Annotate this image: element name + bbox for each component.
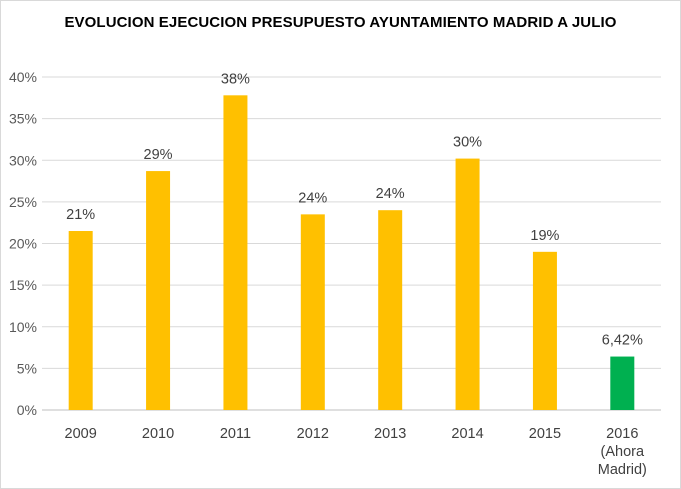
x-tick-label: 2009 xyxy=(65,426,97,442)
data-label: 30% xyxy=(453,135,482,151)
data-label: 21% xyxy=(66,207,95,223)
y-tick-label: 10% xyxy=(9,319,37,335)
x-tick-label: Madrid) xyxy=(598,462,647,478)
x-tick-label: 2015 xyxy=(529,426,561,442)
y-tick-label: 15% xyxy=(9,277,37,293)
data-label: 24% xyxy=(376,186,405,202)
x-tick-label: 2016 xyxy=(606,426,638,442)
y-tick-label: 35% xyxy=(9,111,37,127)
data-label: 24% xyxy=(298,190,327,206)
x-tick-label: (Ahora xyxy=(601,444,645,460)
data-label: 38% xyxy=(221,71,250,87)
y-tick-label: 0% xyxy=(17,402,37,418)
bar xyxy=(223,95,248,410)
data-label: 29% xyxy=(144,147,173,163)
bar xyxy=(68,231,93,410)
x-tick-label: 2011 xyxy=(220,426,251,442)
bar xyxy=(455,158,480,410)
bar xyxy=(378,210,403,410)
y-tick-label: 20% xyxy=(9,236,37,252)
y-tick-label: 30% xyxy=(9,152,37,168)
y-tick-label: 40% xyxy=(9,69,37,85)
x-tick-label: 2012 xyxy=(297,426,329,442)
bar xyxy=(532,251,557,410)
bar xyxy=(300,214,325,410)
y-tick-label: 5% xyxy=(17,360,37,376)
y-tick-label: 25% xyxy=(9,194,37,210)
chart-title: EVOLUCION EJECUCION PRESUPUESTO AYUNTAMI… xyxy=(64,14,617,31)
x-tick-label: 2014 xyxy=(451,426,483,442)
x-tick-label: 2013 xyxy=(374,426,406,442)
data-label: 19% xyxy=(530,228,559,244)
bar xyxy=(146,171,171,410)
data-label: 6,42% xyxy=(602,333,643,349)
bar xyxy=(610,356,635,410)
x-tick-label: 2010 xyxy=(142,426,174,442)
